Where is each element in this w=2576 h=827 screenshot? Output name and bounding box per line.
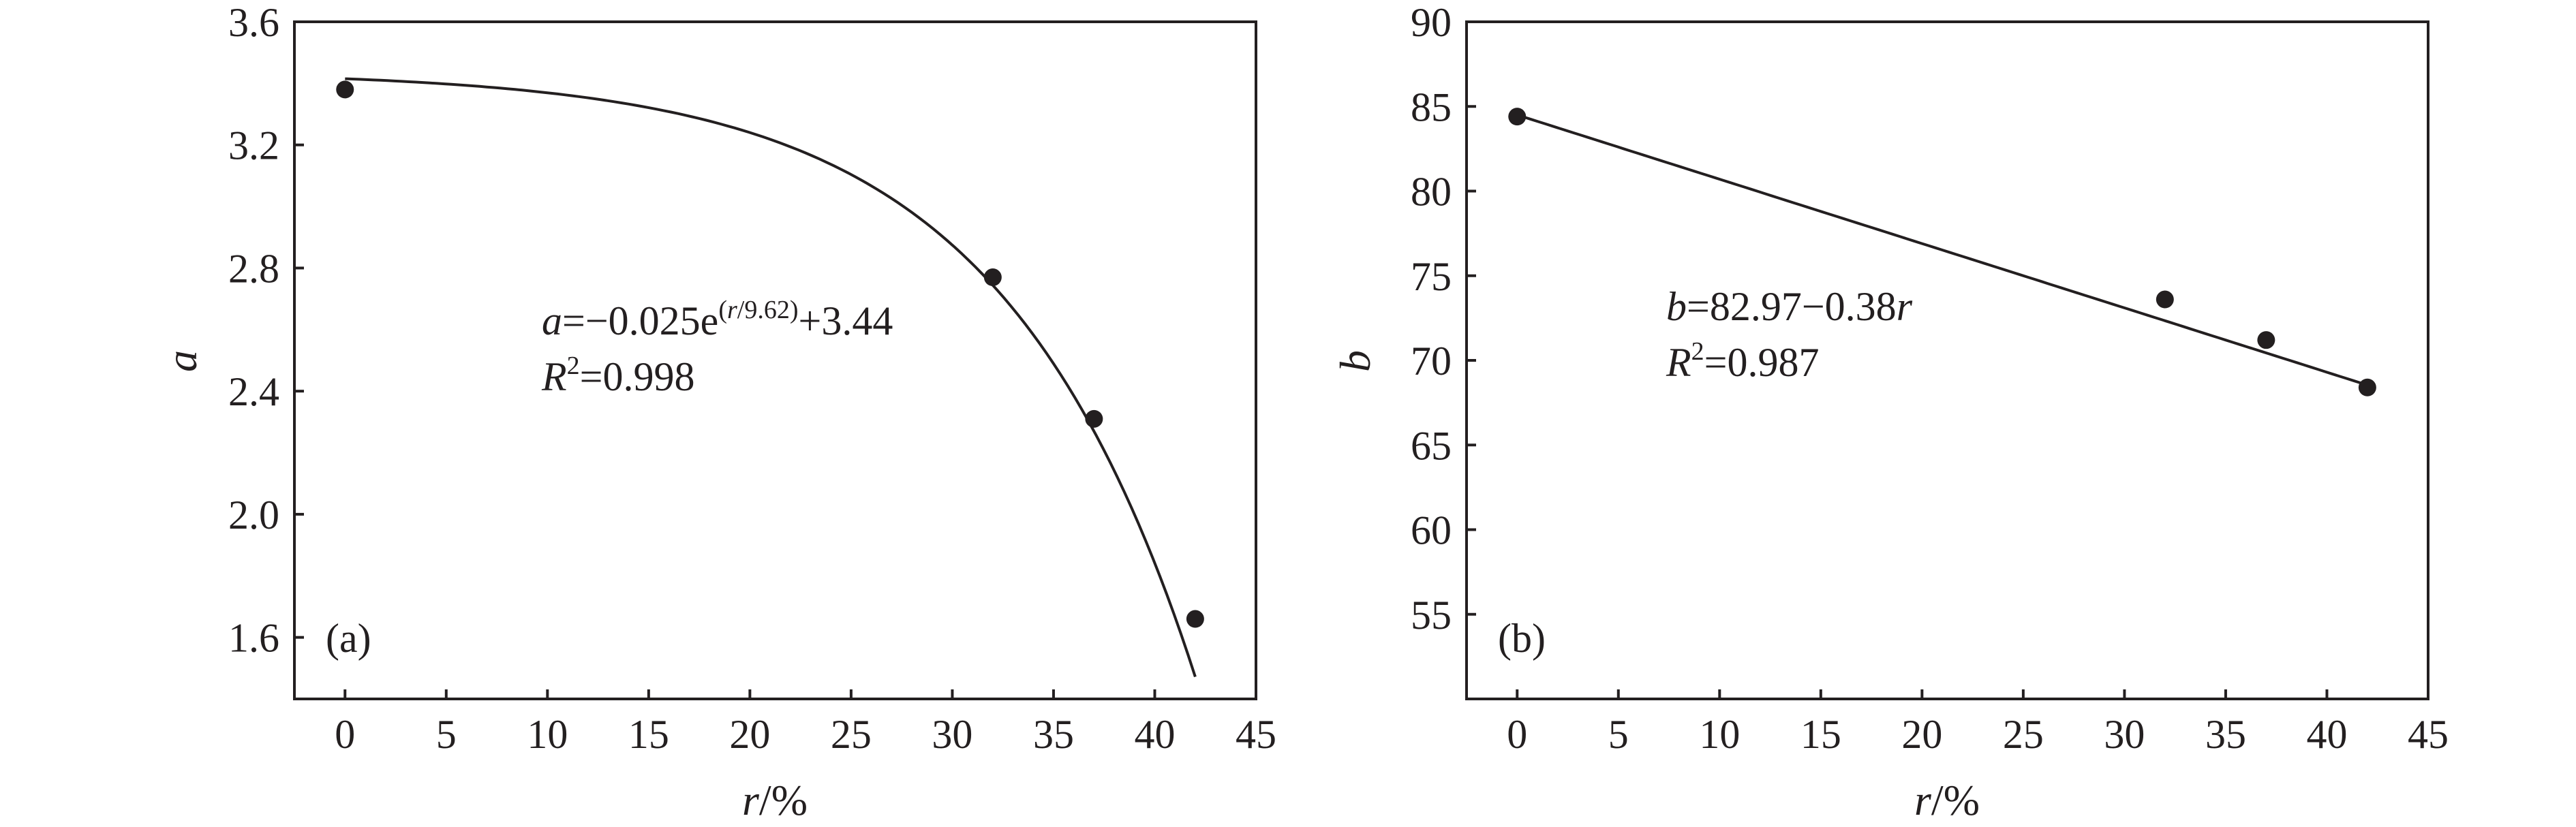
fit-curve-b — [1516, 113, 2368, 387]
panel-label-a: (a) — [326, 616, 371, 661]
x-tick-label-b-9: 45 — [2408, 712, 2449, 757]
y-tick-label-b-0: 55 — [1411, 593, 1452, 638]
x-tick-label-b-2: 10 — [1699, 712, 1740, 757]
y-tick-label-a-3: 2.8 — [228, 246, 279, 291]
equation-b: b=82.97−0.38r — [1666, 284, 1913, 329]
data-point-b-3 — [2358, 378, 2376, 396]
marks-a — [336, 77, 1204, 678]
y-tick-label-b-3: 70 — [1411, 339, 1452, 384]
y-tick-label-a-0: 1.6 — [228, 616, 279, 661]
x-tick-label-a-6: 30 — [932, 712, 972, 757]
x-tick-label-a-1: 5 — [436, 712, 457, 757]
y-tick-label-a-4: 3.2 — [228, 123, 279, 168]
y-tick-label-a-2: 2.4 — [228, 369, 279, 414]
marks-b — [1508, 108, 2376, 396]
fit-curve-a — [345, 77, 1197, 678]
panel-b: 0 5 10 15 20 25 30 35 40 45 55 60 65 70 75 80 85 90 (b) b… — [1331, 0, 2449, 824]
y-axis-title-b: b — [1331, 350, 1379, 372]
data-point-b-0 — [1508, 108, 1527, 126]
x-axis-title-b: r/% — [1914, 776, 1980, 824]
x-axis-title-a: r/% — [742, 776, 808, 824]
x-tick-label-b-7: 35 — [2205, 712, 2246, 757]
data-point-a-3 — [1186, 610, 1204, 628]
panel-a: 0 5 10 15 20 25 30 35 40 45 1.6 2.0 2.4 2.8 3.2 3.6 (a)… — [157, 0, 1276, 824]
x-tick-label-a-3: 15 — [628, 712, 669, 757]
x-tick-label-b-1: 5 — [1608, 712, 1629, 757]
panel-label-b: (b) — [1498, 616, 1546, 661]
x-tick-label-a-7: 35 — [1033, 712, 1074, 757]
data-point-a-1 — [983, 268, 1002, 287]
x-tick-label-a-0: 0 — [335, 712, 355, 757]
x-tick-label-b-5: 25 — [2003, 712, 2044, 757]
ticks-b: 0 5 10 15 20 25 30 35 40 45 55 60 65 70 75 80 85 90 — [1411, 0, 2449, 757]
y-tick-label-b-4: 75 — [1411, 254, 1452, 299]
x-tick-label-a-9: 45 — [1236, 712, 1276, 757]
equation-a: a=−0.025e(r/9.62)+3.44 — [542, 296, 893, 343]
data-point-a-2 — [1085, 409, 1103, 428]
x-tick-label-a-5: 25 — [831, 712, 872, 757]
y-tick-label-b-5: 80 — [1411, 170, 1452, 215]
y-tick-label-b-1: 60 — [1411, 508, 1452, 553]
x-tick-label-a-2: 10 — [527, 712, 568, 757]
plot-frame-b — [1465, 20, 2429, 700]
ticks-a: 0 5 10 15 20 25 30 35 40 45 1.6 2.0 2.4 2.8 3.2 3.6 — [228, 0, 1276, 757]
r2-a: R2=0.998 — [541, 352, 695, 399]
x-tick-label-a-8: 40 — [1134, 712, 1175, 757]
r2-b: R2=0.987 — [1666, 337, 1820, 385]
y-tick-label-a-5: 3.6 — [228, 0, 279, 45]
y-tick-label-b-2: 65 — [1411, 423, 1452, 468]
x-tick-label-b-0: 0 — [1507, 712, 1527, 757]
x-tick-label-b-4: 20 — [1901, 712, 1942, 757]
x-tick-label-b-8: 40 — [2306, 712, 2347, 757]
plot-frame-a — [293, 20, 1257, 700]
y-tick-label-b-6: 85 — [1411, 84, 1452, 129]
data-point-a-0 — [336, 80, 354, 99]
data-point-b-2 — [2257, 331, 2275, 349]
x-tick-label-b-6: 30 — [2104, 712, 2145, 757]
y-axis-title-a: a — [157, 350, 206, 372]
x-tick-label-b-3: 15 — [1800, 712, 1841, 757]
x-tick-label-a-4: 20 — [729, 712, 770, 757]
y-tick-label-b-7: 90 — [1411, 0, 1452, 45]
data-point-b-1 — [2156, 290, 2174, 309]
y-tick-label-a-1: 2.0 — [228, 493, 279, 537]
